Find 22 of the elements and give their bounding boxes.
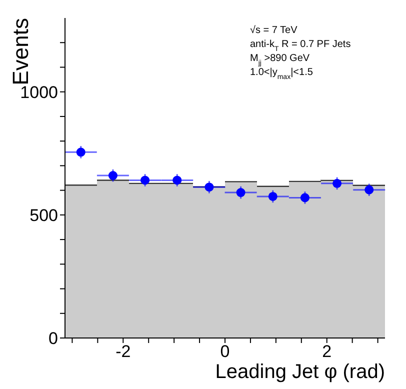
point bbox=[300, 193, 310, 202]
point bbox=[364, 185, 374, 194]
point bbox=[332, 178, 342, 188]
point bbox=[108, 171, 118, 180]
x-tick-label: 2 bbox=[322, 342, 332, 362]
x-axis-title: Leading Jet φ (rad) bbox=[215, 361, 385, 383]
x-tick-label: -2 bbox=[116, 342, 131, 362]
y-tick-label: 1000 bbox=[20, 82, 58, 102]
text: anti-k$_{T}$ R = 0.7 PF Jets bbox=[250, 39, 351, 52]
text: M$_{jj}$ >890 GeV bbox=[250, 53, 310, 66]
point bbox=[236, 188, 246, 198]
text: √s = 7 TeV bbox=[250, 25, 298, 36]
y-tick-label: 0 bbox=[48, 329, 58, 348]
point bbox=[76, 148, 86, 157]
point bbox=[204, 182, 214, 192]
point bbox=[268, 192, 278, 201]
text: 1.0<|y$_{max}$|<1.5 bbox=[250, 67, 313, 80]
point bbox=[172, 176, 182, 185]
point bbox=[140, 176, 150, 185]
y-tick-label: 500 bbox=[30, 206, 58, 225]
x-tick-label: 0 bbox=[220, 342, 230, 362]
y-axis-title: Events bbox=[8, 18, 33, 86]
